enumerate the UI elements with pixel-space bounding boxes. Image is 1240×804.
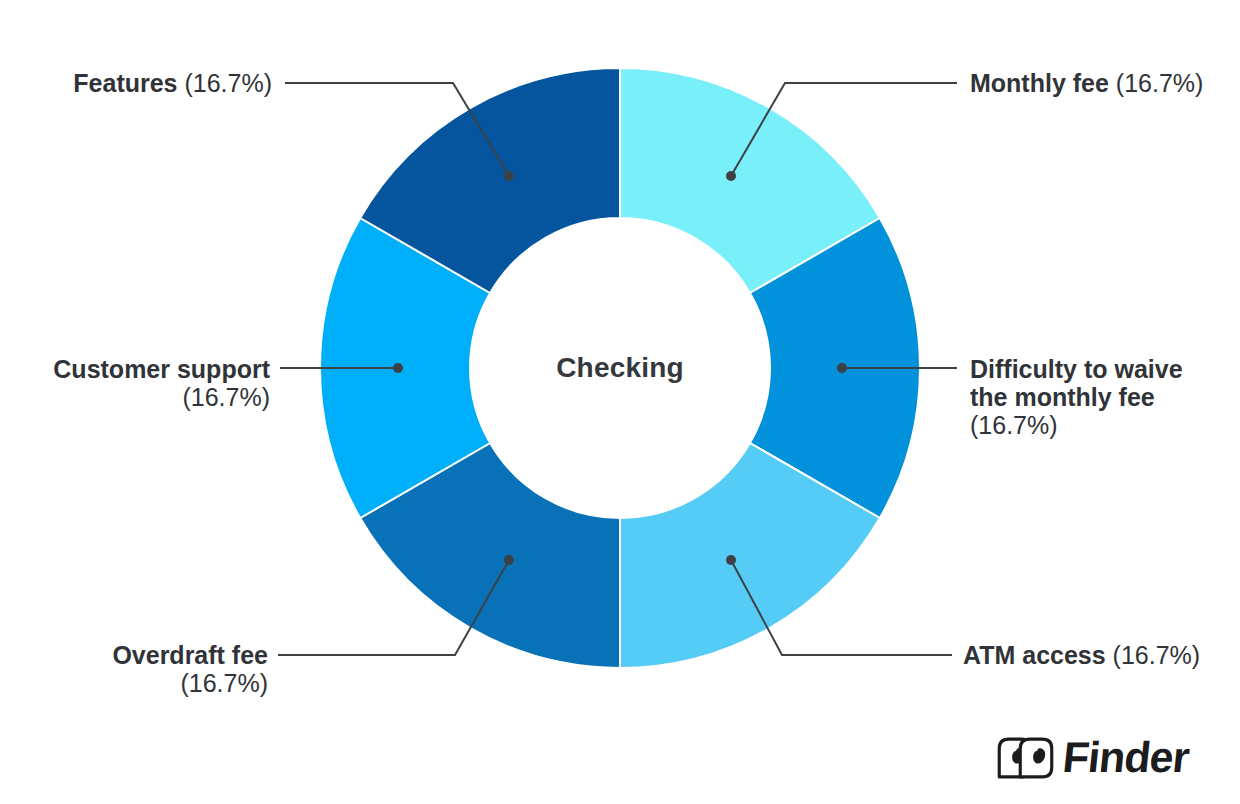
infographic-canvas: Checking Monthly fee (16.7%)Difficulty t… (0, 0, 1240, 804)
callout-label-difficulty-to-waive: Difficulty to waivethe monthly fee(16.7%… (970, 355, 1183, 439)
callout-percent: (16.7%) (1106, 641, 1200, 669)
callout-percent: (16.7%) (1109, 69, 1203, 97)
callout-percent: (16.7%) (178, 69, 272, 97)
chart-center-label: Checking (556, 352, 684, 384)
callout-label-monthly-fee: Monthly fee (16.7%) (970, 69, 1203, 97)
callout-label-features: Features (16.7%) (73, 69, 272, 97)
callout-name: Features (73, 69, 177, 97)
callout-percent: (16.7%) (180, 669, 268, 697)
finder-logo-icon (997, 737, 1054, 779)
callout-name: ATM access (963, 641, 1106, 669)
callout-name: Monthly fee (970, 69, 1109, 97)
callout-name: Difficulty to waive (970, 355, 1183, 383)
callout-label-overdraft-fee: Overdraft fee(16.7%) (112, 641, 268, 697)
leader-dot-customer-support (393, 363, 403, 373)
callout-percent: (16.7%) (182, 383, 270, 411)
leader-dot-monthly-fee (726, 171, 736, 181)
callout-name: Overdraft fee (112, 641, 268, 669)
leader-dot-features (504, 171, 514, 181)
callout-label-atm-access: ATM access (16.7%) (963, 641, 1200, 669)
callout-name: the monthly fee (970, 383, 1155, 411)
callout-name: Customer support (53, 355, 270, 383)
leader-dot-difficulty-to-waive (837, 363, 847, 373)
leader-dot-atm-access (726, 555, 736, 565)
finder-logo-text: Finder (1060, 733, 1191, 782)
leader-dot-overdraft-fee (504, 555, 514, 565)
finder-logo: Finder (997, 733, 1188, 782)
callout-percent: (16.7%) (970, 411, 1058, 439)
callout-label-customer-support: Customer support(16.7%) (53, 355, 270, 411)
